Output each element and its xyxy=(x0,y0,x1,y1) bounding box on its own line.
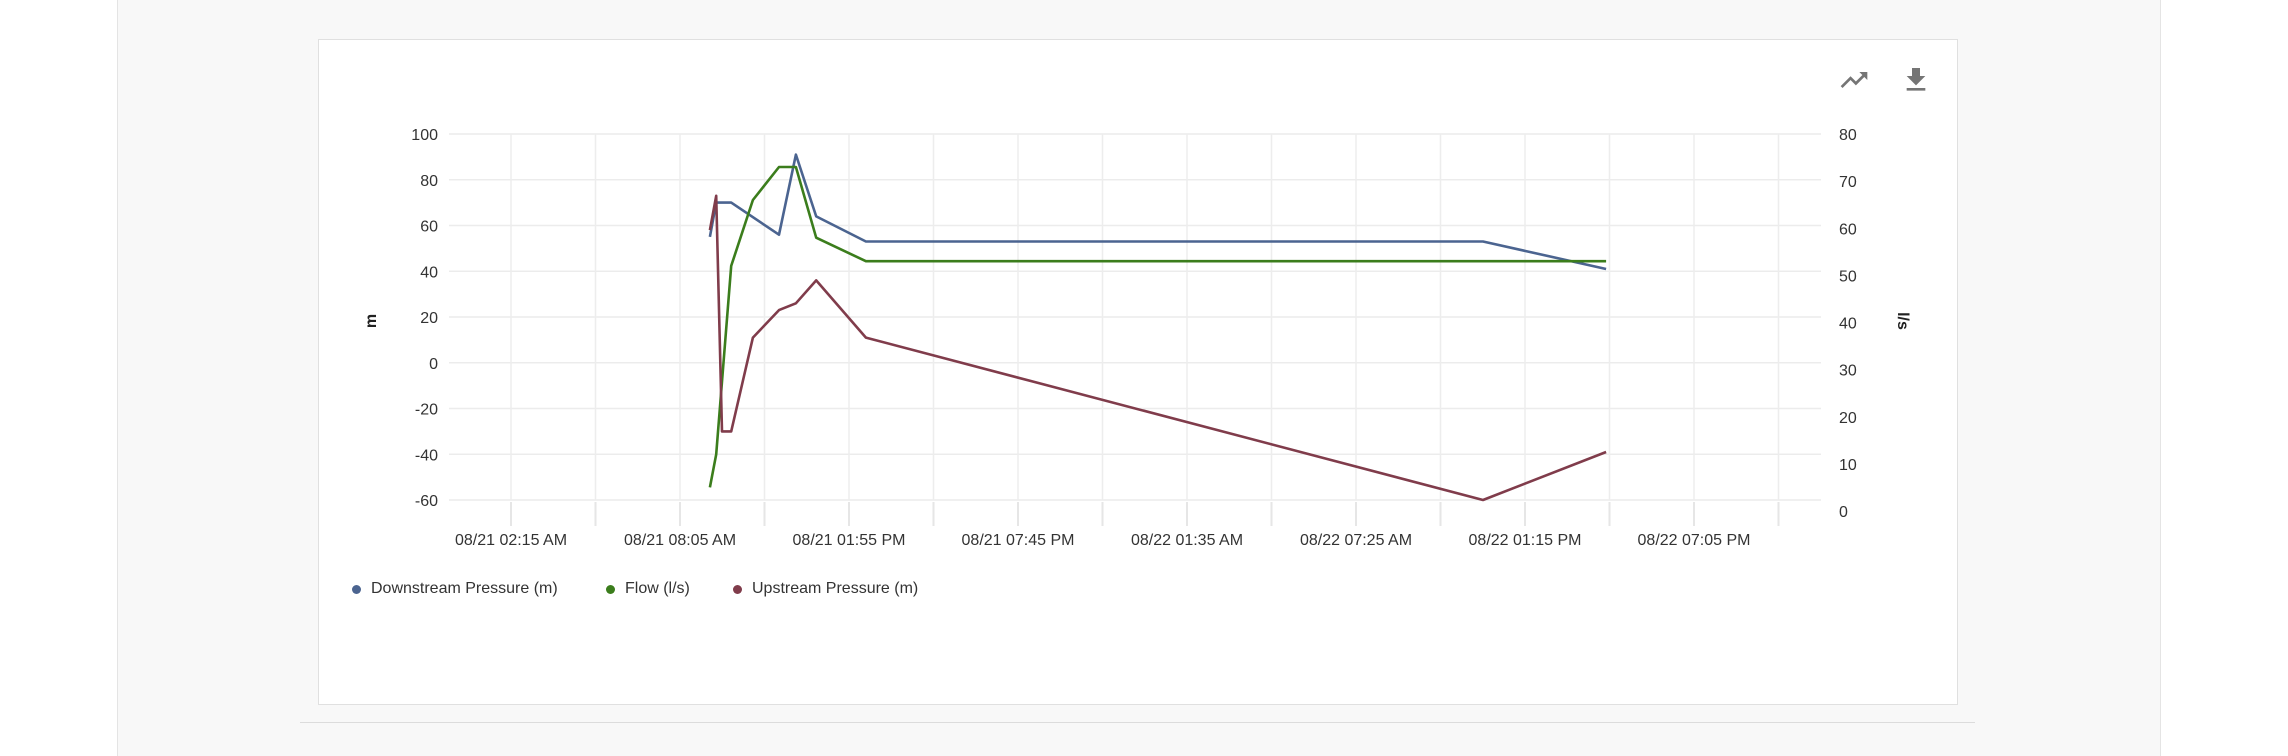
trending-up-icon[interactable] xyxy=(1838,64,1870,96)
y-right-tick-label: 50 xyxy=(1839,268,1857,285)
legend-dot xyxy=(606,584,615,594)
legend-label: Downstream Pressure (m) xyxy=(371,580,558,597)
x-tick-label: 08/21 07:45 PM xyxy=(962,532,1075,549)
y-left-tick-label: -40 xyxy=(415,447,438,464)
y-left-tick-label: 0 xyxy=(429,356,438,373)
y-right-tick-label: 10 xyxy=(1839,457,1857,474)
x-tick-label: 08/21 08:05 AM xyxy=(624,532,736,549)
y-left-tick-label: 40 xyxy=(420,264,438,281)
y-right-tick-label: 0 xyxy=(1839,504,1848,521)
x-tick-label: 08/21 02:15 AM xyxy=(455,532,567,549)
divider xyxy=(300,722,1975,723)
legend-item-downstream-pressure[interactable]: Downstream Pressure (m) xyxy=(352,580,558,598)
y-right-axis-title: l/s xyxy=(1894,312,1911,330)
series-line-downstream-pressure-m xyxy=(708,153,1607,271)
x-tick-label: 08/22 07:05 PM xyxy=(1638,532,1751,549)
legend-dot xyxy=(352,584,361,594)
y-left-tick-label: 60 xyxy=(420,219,438,236)
x-tick-label: 08/21 01:55 PM xyxy=(793,532,906,549)
y-right-tick-label: 70 xyxy=(1839,174,1857,191)
y-right-tick-label: 20 xyxy=(1839,410,1857,427)
y-right-tick-label: 80 xyxy=(1839,127,1857,144)
y-left-axis-title: m xyxy=(363,314,380,328)
legend-label: Flow (l/s) xyxy=(625,580,690,597)
y-left-tick-label: 100 xyxy=(411,127,438,144)
y-left-tick-label: -60 xyxy=(415,493,438,510)
y-left-tick-label: 80 xyxy=(420,173,438,190)
y-right-tick-label: 40 xyxy=(1839,316,1857,333)
legend-dot xyxy=(733,584,742,594)
download-icon[interactable] xyxy=(1900,64,1932,96)
legend-label: Upstream Pressure (m) xyxy=(752,580,919,597)
y-left-tick-label: -20 xyxy=(415,402,438,419)
series-line-upstream-pressure-m xyxy=(708,194,1607,502)
chart-card xyxy=(318,39,1958,705)
x-tick-label: 08/22 01:15 PM xyxy=(1469,532,1582,549)
y-right-tick-label: 30 xyxy=(1839,363,1857,380)
legend-item-upstream-pressure[interactable]: Upstream Pressure (m) xyxy=(733,580,918,598)
legend-item-flow[interactable]: Flow (l/s) xyxy=(606,580,690,598)
x-tick-label: 08/22 07:25 AM xyxy=(1300,532,1412,549)
y-right-tick-label: 60 xyxy=(1839,221,1857,238)
y-left-tick-label: 20 xyxy=(420,310,438,327)
x-tick-label: 08/22 01:35 AM xyxy=(1131,532,1243,549)
series-line-flow-l-s xyxy=(708,165,1607,488)
